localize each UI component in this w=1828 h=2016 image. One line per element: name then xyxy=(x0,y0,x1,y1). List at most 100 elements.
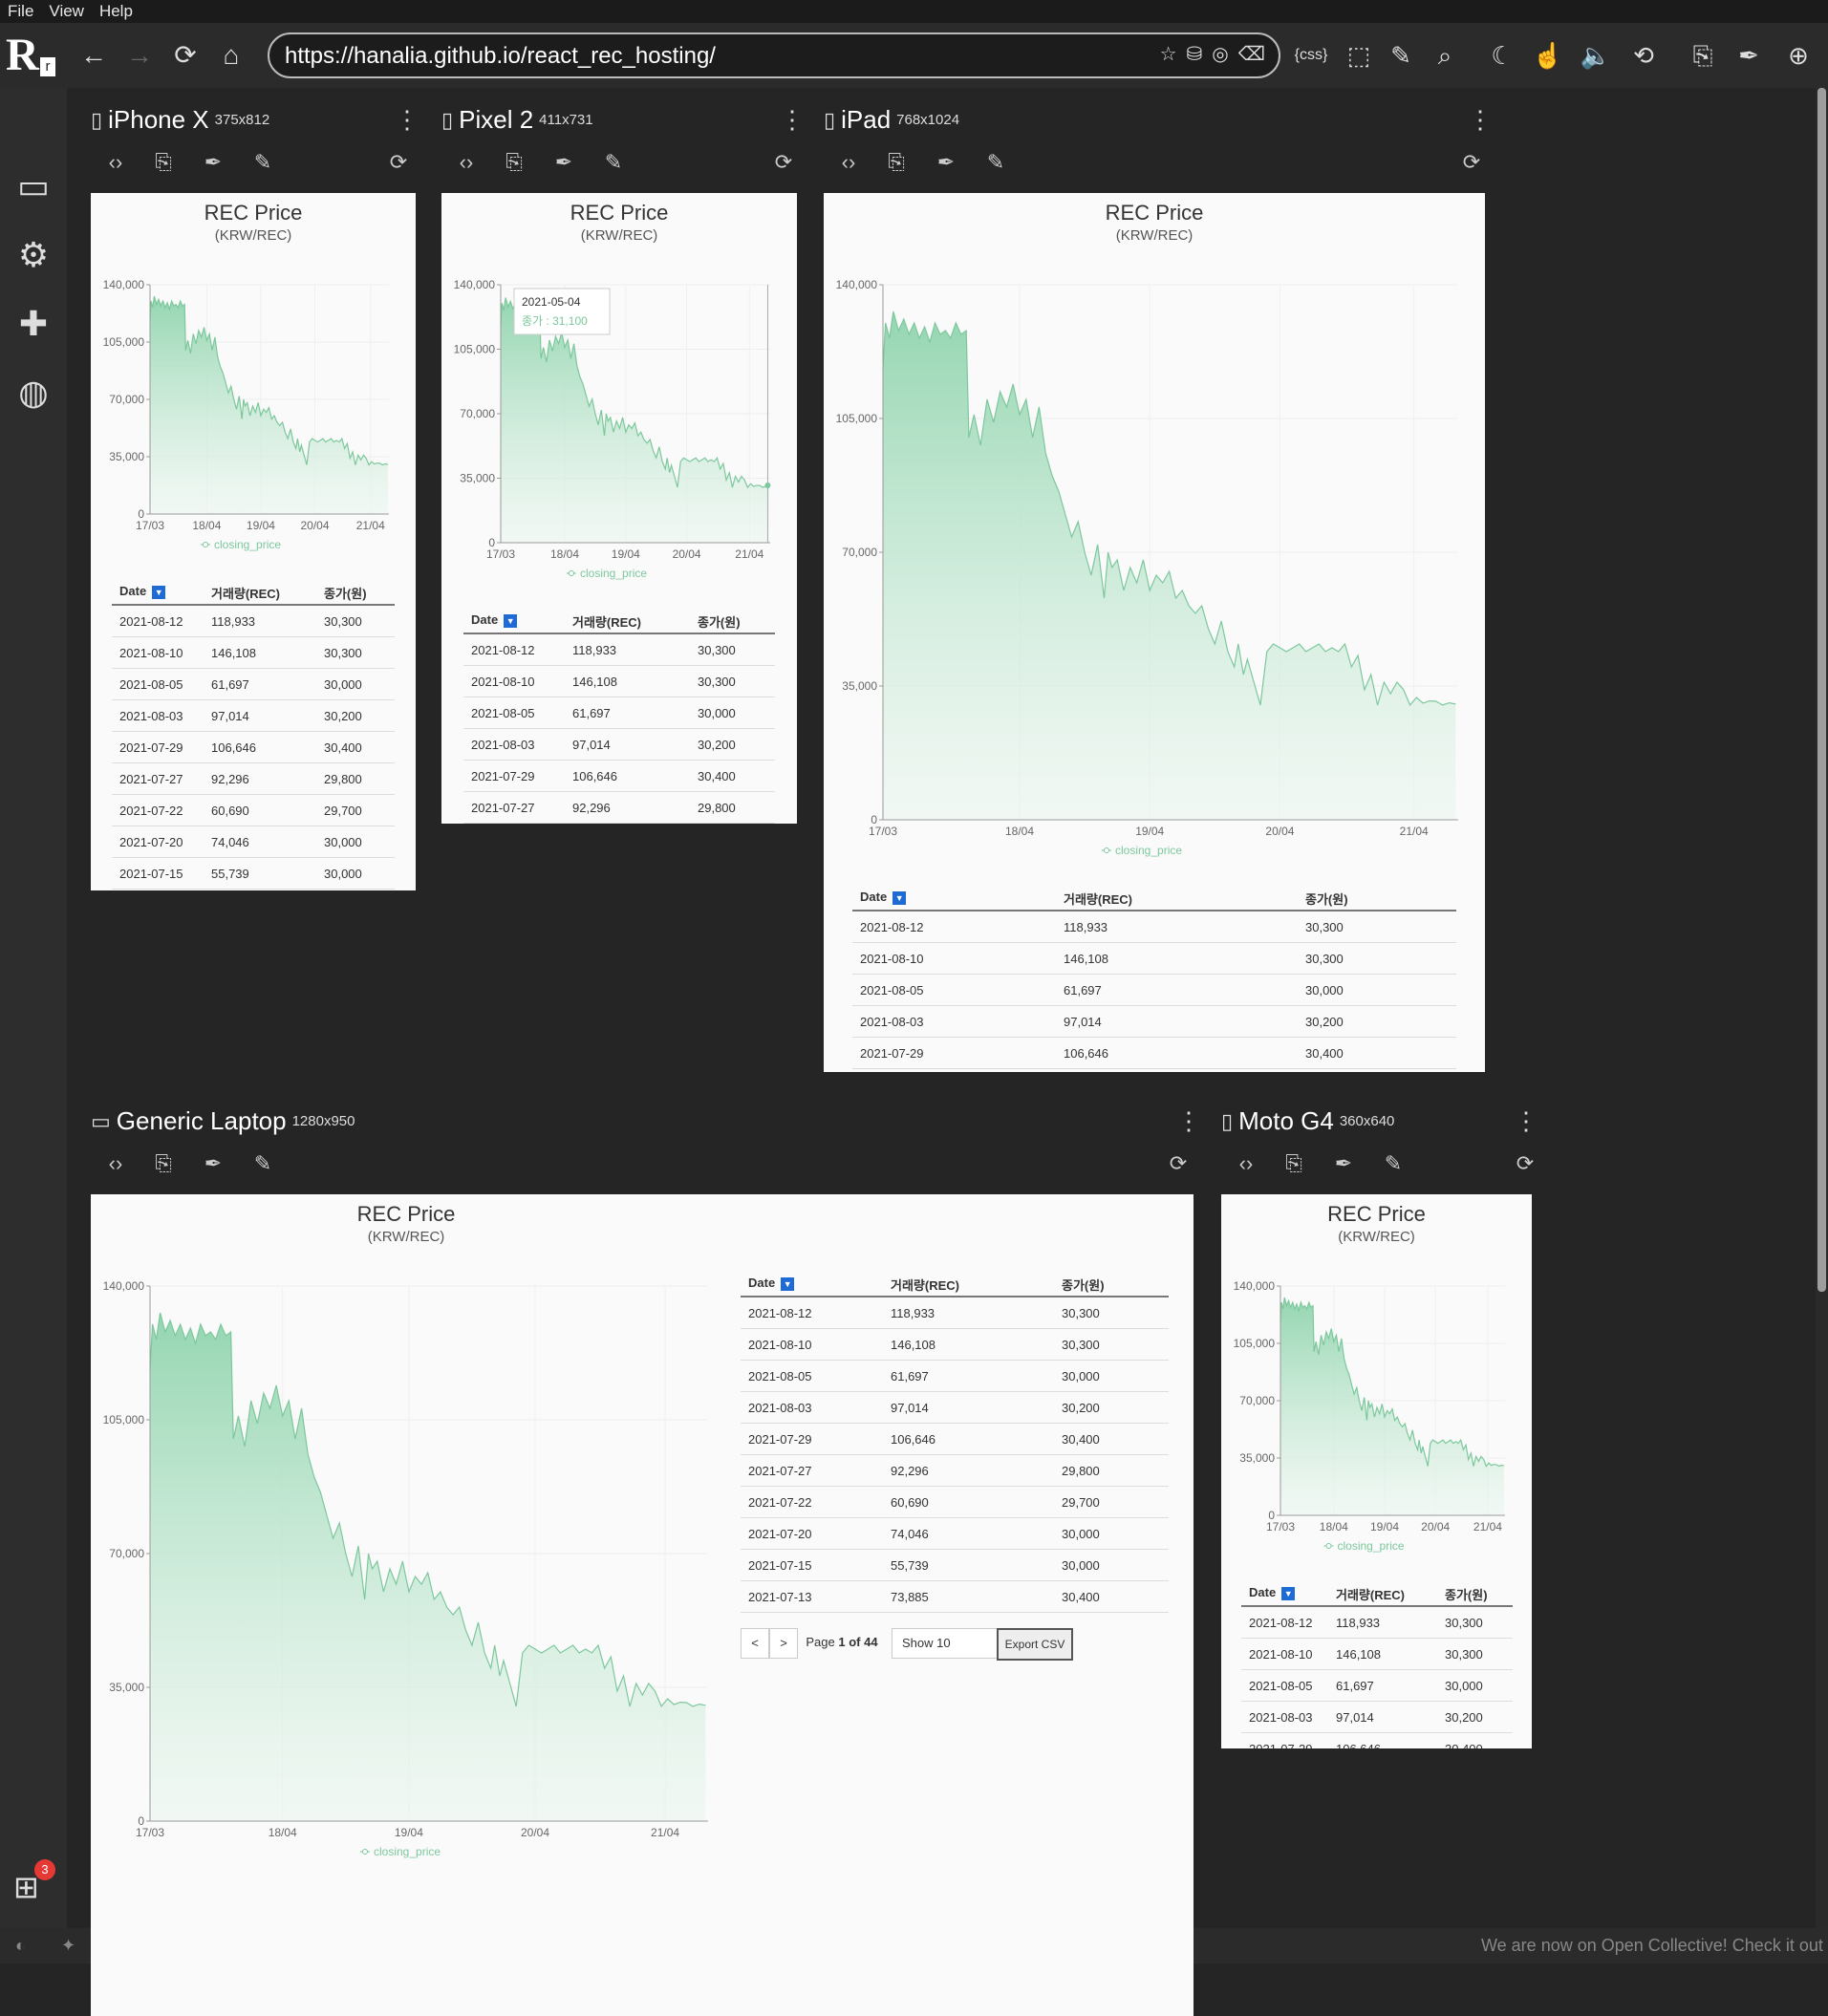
reload-icon[interactable]: ⟳ xyxy=(174,40,197,70)
table-row[interactable]: 2021-07-13 73,885 30,400 xyxy=(741,1581,1169,1613)
table-row[interactable]: 2021-08-03 97,014 30,200 xyxy=(852,1006,1456,1038)
device-menu-icon[interactable]: ⋮ xyxy=(395,105,419,134)
edit-icon[interactable]: ✎ xyxy=(253,1151,272,1175)
sort-icon[interactable]: ▼ xyxy=(892,890,907,905)
inspect-icon[interactable]: ⬚ xyxy=(1346,41,1371,70)
address-bar[interactable]: https://hanalia.github.io/react_rec_host… xyxy=(268,32,1280,78)
table-row[interactable]: 2021-07-29 106,646 30,400 xyxy=(463,761,775,792)
code-icon[interactable]: ‹› xyxy=(1238,1151,1254,1175)
pick-color-icon[interactable]: ✒ xyxy=(204,150,223,174)
pick-color-icon[interactable]: ✒ xyxy=(554,150,573,174)
table-row[interactable]: 2021-07-27 92,296 29,800 xyxy=(463,792,775,824)
column-header-date[interactable]: Date ▼ xyxy=(1249,1585,1296,1600)
column-header-price[interactable]: 종가(원) xyxy=(1445,1588,1488,1602)
devices-icon[interactable]: ▭ xyxy=(16,166,50,205)
table-row[interactable]: 2021-08-12 118,933 30,300 xyxy=(112,606,395,637)
table-row[interactable]: 2021-07-15 55,739 30,000 xyxy=(741,1550,1169,1581)
table-row[interactable]: 2021-07-27 92,296 29,800 xyxy=(741,1455,1169,1487)
menu-file[interactable]: File xyxy=(8,2,34,20)
table-row[interactable]: 2021-08-12 118,933 30,300 xyxy=(1241,1607,1513,1639)
device-menu-icon[interactable]: ⋮ xyxy=(1468,105,1493,134)
css-icon[interactable]: {css} xyxy=(1294,47,1328,63)
table-row[interactable]: 2021-07-22 60,690 29,700 xyxy=(741,1487,1169,1518)
price-chart[interactable]: 0 35,000 70,000 105,000 140,000 17/03 18/04 19/… xyxy=(441,266,784,581)
export-csv-button[interactable]: Export CSV xyxy=(997,1628,1073,1661)
twitter-icon[interactable]: ✦ xyxy=(61,1936,76,1955)
column-header-price[interactable]: 종가(원) xyxy=(1305,892,1348,907)
table-row[interactable]: 2021-08-05 61,697 30,000 xyxy=(1241,1670,1513,1702)
table-row[interactable]: 2021-07-29 106,646 30,400 xyxy=(112,732,395,763)
price-chart[interactable]: 0 35,000 70,000 105,000 140,000 17/03 18/04 19/… xyxy=(824,266,1472,858)
clear-icon[interactable]: ⌫ xyxy=(1237,44,1265,65)
zoom-area-icon[interactable]: ⌕ xyxy=(1437,41,1452,70)
scrollbar-thumb[interactable] xyxy=(1817,88,1826,1292)
page-size-select[interactable]: Show 10 xyxy=(892,1628,1002,1659)
edit-icon[interactable]: ✎ xyxy=(253,150,272,174)
price-chart[interactable]: 0 35,000 70,000 105,000 140,000 17/03 18/04 19/… xyxy=(91,1267,721,1859)
table-row[interactable]: 2021-08-12 118,933 30,300 xyxy=(852,911,1456,943)
code-icon[interactable]: ‹› xyxy=(108,1151,123,1175)
table-row[interactable]: 2021-08-10 146,108 30,300 xyxy=(1241,1639,1513,1670)
column-header-volume[interactable]: 거래량(REC) xyxy=(572,615,641,630)
pick-color-icon[interactable]: ✒ xyxy=(1738,41,1759,70)
prev-page-button[interactable]: < xyxy=(741,1628,769,1659)
table-row[interactable]: 2021-08-03 97,014 30,200 xyxy=(463,729,775,761)
volume-icon[interactable]: 🔈 xyxy=(1580,41,1612,70)
screenshot-icon[interactable]: ⎘ xyxy=(1285,1151,1302,1175)
table-row[interactable]: 2021-07-29 106,646 30,400 xyxy=(1241,1733,1513,1748)
home-icon[interactable]: ⌂ xyxy=(223,40,240,70)
table-row[interactable]: 2021-07-20 74,046 30,000 xyxy=(741,1518,1169,1550)
rotate-icon[interactable]: ⟲ xyxy=(1633,41,1654,70)
next-page-button[interactable]: > xyxy=(769,1628,798,1659)
sort-icon[interactable]: ▼ xyxy=(1281,1586,1296,1600)
device-viewport[interactable]: REC Price (KRW/REC) 0 35,000 70,000 105,000 14… xyxy=(441,193,797,824)
open-collective-link[interactable]: We are now on Open Collective! Check it … xyxy=(1481,1936,1823,1955)
screenshot-icon[interactable]: ⎘ xyxy=(888,150,905,174)
rotate-icon[interactable]: ⟳ xyxy=(1462,150,1481,174)
device-menu-icon[interactable]: ⋮ xyxy=(1514,1106,1538,1135)
rotate-icon[interactable]: ⟳ xyxy=(774,150,793,174)
device-viewport[interactable]: REC Price (KRW/REC) 0 35,000 70,000 105,000 14… xyxy=(1221,1194,1532,1748)
column-header-date[interactable]: Date ▼ xyxy=(860,890,907,905)
globe-icon[interactable]: ◍ xyxy=(18,373,49,412)
code-icon[interactable]: ‹› xyxy=(459,150,474,174)
rotate-icon[interactable]: ⟳ xyxy=(389,150,408,174)
back-arrow-icon[interactable]: ← xyxy=(80,40,107,70)
menu-view[interactable]: View xyxy=(49,2,84,20)
code-icon[interactable]: ‹› xyxy=(108,150,123,174)
touch-icon[interactable]: ☝ xyxy=(1532,41,1564,70)
menu-help[interactable]: Help xyxy=(98,2,133,20)
table-row[interactable]: 2021-07-29 106,646 30,400 xyxy=(852,1038,1456,1069)
price-chart[interactable]: 0 35,000 70,000 105,000 140,000 17/03 18/04 19/… xyxy=(91,266,402,552)
edit-icon[interactable]: ✎ xyxy=(986,150,1005,174)
column-header-price[interactable]: 종가(원) xyxy=(1062,1278,1105,1293)
pick-color-icon[interactable]: ✒ xyxy=(1334,1151,1353,1175)
device-viewport[interactable]: REC Price (KRW/REC) 0 35,000 70,000 105,000 14… xyxy=(91,193,416,890)
screenshot-icon[interactable]: ⎘ xyxy=(155,150,172,174)
table-row[interactable]: 2021-07-20 74,046 30,000 xyxy=(112,826,395,858)
github-icon[interactable]: ◐ xyxy=(15,1936,26,1955)
edit-icon[interactable]: ✎ xyxy=(1390,41,1411,70)
column-header-volume[interactable]: 거래량(REC) xyxy=(1336,1588,1405,1602)
table-row[interactable]: 2021-08-10 146,108 30,300 xyxy=(463,666,775,697)
gift-icon[interactable]: ⊞ 3 xyxy=(13,1859,55,1907)
device-viewport[interactable]: REC Price (KRW/REC) 0 35,000 70,000 105,000 14… xyxy=(91,1194,1194,2016)
url-text[interactable]: https://hanalia.github.io/react_rec_host… xyxy=(285,43,716,69)
device-viewport[interactable]: REC Price (KRW/REC) 0 35,000 70,000 105,000 14… xyxy=(824,193,1485,1072)
column-header-date[interactable]: Date ▼ xyxy=(119,584,166,599)
table-row[interactable]: 2021-07-27 92,296 29,800 xyxy=(852,1069,1456,1072)
device-menu-icon[interactable]: ⋮ xyxy=(1176,1106,1201,1135)
edit-icon[interactable]: ✎ xyxy=(1384,1151,1403,1175)
column-header-volume[interactable]: 거래량(REC) xyxy=(891,1278,959,1293)
pick-color-icon[interactable]: ✒ xyxy=(936,150,956,174)
table-row[interactable]: 2021-07-27 92,296 29,800 xyxy=(112,763,395,795)
table-row[interactable]: 2021-08-03 97,014 30,200 xyxy=(741,1392,1169,1424)
device-menu-icon[interactable]: ⋮ xyxy=(780,105,805,134)
scrollbar[interactable] xyxy=(1816,88,1828,1928)
column-header-date[interactable]: Date ▼ xyxy=(471,612,518,628)
storage-icon[interactable]: ⛁ xyxy=(1186,44,1203,65)
column-header-date[interactable]: Date ▼ xyxy=(748,1276,795,1291)
screenshot-icon[interactable]: ⎘ xyxy=(155,1151,172,1175)
table-row[interactable]: 2021-08-10 146,108 30,300 xyxy=(112,637,395,669)
rotate-icon[interactable]: ⟳ xyxy=(1169,1151,1188,1175)
